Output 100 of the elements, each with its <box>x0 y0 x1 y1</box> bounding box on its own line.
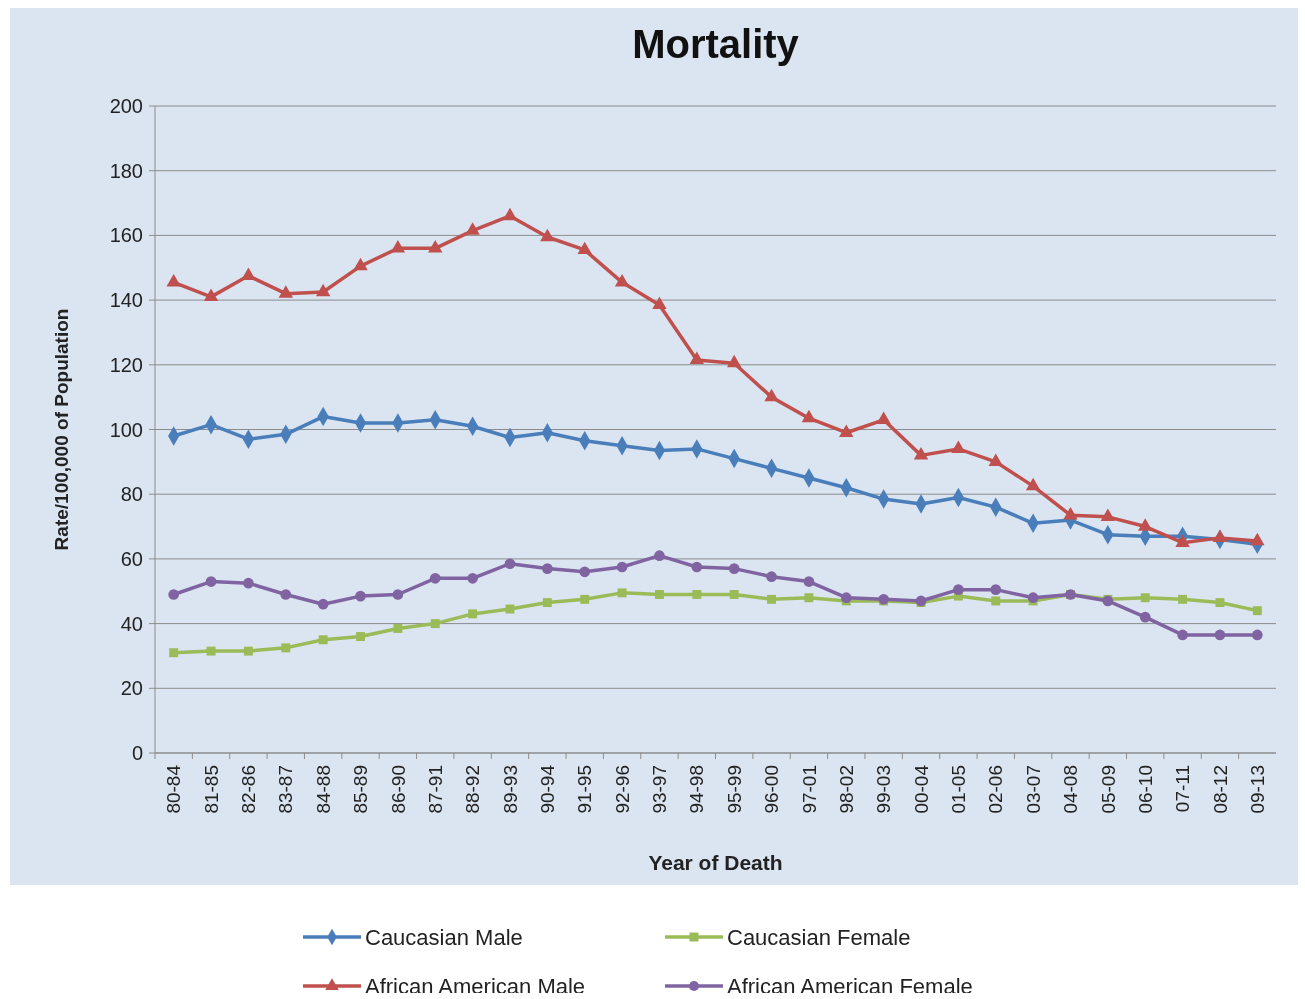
x-tick-label: 09-13 <box>1246 765 1268 814</box>
point <box>318 635 328 645</box>
y-tick-label: 60 <box>120 547 143 570</box>
x-tick-label: 07-11 <box>1172 765 1194 813</box>
point <box>1214 629 1226 641</box>
point <box>243 577 254 589</box>
chart-title: Mortality <box>632 22 800 66</box>
point <box>392 589 404 600</box>
x-tick-label: 06-10 <box>1134 765 1156 814</box>
point <box>579 566 591 578</box>
point <box>728 563 740 574</box>
x-tick-label: 83-87 <box>275 765 297 814</box>
y-tick-label: 80 <box>120 483 143 506</box>
x-tick-label: 97-01 <box>798 765 820 814</box>
point <box>166 273 181 287</box>
y-tick-label: 180 <box>109 159 143 182</box>
x-tick-label: 80-84 <box>163 764 185 814</box>
y-tick-label: 100 <box>109 418 143 441</box>
x-tick-label: 03-07 <box>1022 765 1044 814</box>
point <box>1175 534 1190 547</box>
point <box>1139 611 1151 623</box>
point <box>1250 532 1265 546</box>
point <box>801 409 817 423</box>
point <box>766 571 777 583</box>
point <box>1251 629 1263 641</box>
point <box>317 598 329 610</box>
point <box>169 648 179 658</box>
point <box>428 240 443 253</box>
y-tick-label: 40 <box>120 612 143 635</box>
point <box>1027 592 1039 604</box>
legend-label: Caucasian Male <box>365 924 523 950</box>
legend-label: Caucasian Female <box>727 924 911 950</box>
x-tick-label: 00-04 <box>910 764 932 814</box>
point <box>505 604 515 614</box>
legend-label: African American Male <box>365 973 586 999</box>
point <box>203 288 219 302</box>
point <box>429 572 441 584</box>
x-tick-label: 91-95 <box>574 765 596 814</box>
y-tick-label: 140 <box>109 289 143 312</box>
point <box>1178 594 1188 604</box>
point <box>243 646 253 656</box>
point <box>1025 477 1041 491</box>
point <box>616 561 628 573</box>
point <box>726 354 742 368</box>
point <box>654 590 664 599</box>
point <box>281 643 291 653</box>
point <box>467 572 478 584</box>
x-tick-label: 82-86 <box>238 765 260 814</box>
x-axis-title: Year of Death <box>648 851 783 874</box>
point <box>1140 593 1150 603</box>
x-tick-label: 05-09 <box>1097 765 1119 814</box>
point <box>580 594 590 604</box>
point <box>1215 598 1225 608</box>
point <box>839 424 854 437</box>
point <box>540 228 555 242</box>
point <box>988 453 1003 467</box>
point <box>692 590 702 599</box>
point <box>430 619 440 629</box>
point <box>168 589 180 600</box>
point <box>280 589 292 600</box>
y-tick-label: 160 <box>109 224 143 247</box>
point <box>729 590 739 599</box>
point <box>840 592 852 604</box>
point <box>876 411 891 424</box>
point <box>504 558 516 570</box>
x-tick-label: 93-97 <box>649 765 671 814</box>
x-tick-label: 92-96 <box>611 765 633 814</box>
y-tick-label: 20 <box>120 677 143 700</box>
legend-label: African American Female <box>727 973 973 999</box>
x-tick-label: 08-12 <box>1209 765 1231 814</box>
x-tick-label: 90-94 <box>537 764 558 814</box>
x-tick-label: 87-91 <box>424 765 446 814</box>
point <box>913 447 929 460</box>
point <box>205 576 217 587</box>
y-tick-label: 120 <box>109 353 143 376</box>
point <box>206 646 216 656</box>
x-tick-label: 81-85 <box>200 765 222 814</box>
point <box>1138 518 1153 531</box>
point <box>803 576 815 587</box>
x-tick-label: 84-88 <box>312 765 334 814</box>
point <box>355 590 366 602</box>
y-axis-title: Rate/100,000 of Population <box>51 308 72 551</box>
point <box>1212 529 1228 543</box>
point <box>767 594 777 604</box>
point <box>953 584 964 595</box>
point <box>315 283 331 297</box>
point <box>804 593 814 603</box>
point <box>390 240 406 253</box>
point <box>1252 606 1262 616</box>
point <box>689 351 705 365</box>
x-tick-label: 86-90 <box>387 765 409 814</box>
point <box>652 296 667 310</box>
point <box>278 285 293 298</box>
x-tick-label: 94-98 <box>686 765 708 814</box>
x-tick-label: 85-89 <box>350 765 372 814</box>
x-tick-label: 89-93 <box>499 765 521 814</box>
point <box>577 241 592 255</box>
point <box>951 440 966 454</box>
x-tick-label: 04-08 <box>1060 765 1082 814</box>
point <box>542 563 553 574</box>
